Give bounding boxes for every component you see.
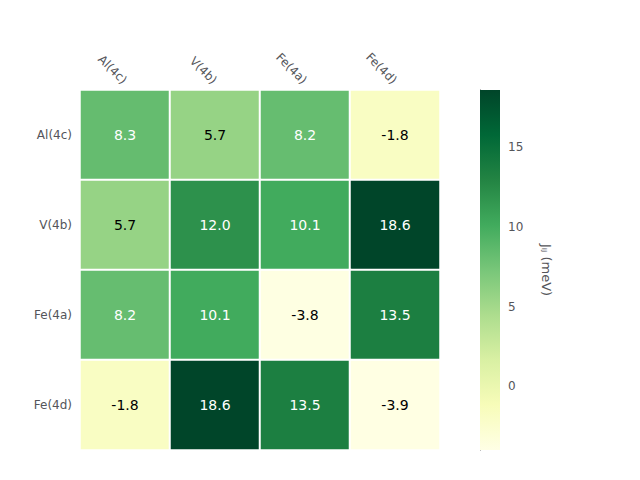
svg-text:-1.8: -1.8 [381,127,408,143]
svg-text:8.3: 8.3 [114,127,136,143]
svg-text:5: 5 [508,300,516,314]
svg-text:5.7: 5.7 [114,217,136,233]
svg-text:18.6: 18.6 [199,397,230,413]
svg-text:10: 10 [508,220,523,234]
svg-text:Al(4c): Al(4c) [37,128,72,142]
svg-text:10.1: 10.1 [289,217,320,233]
svg-text:Fe(4a): Fe(4a) [273,50,310,87]
svg-text:15: 15 [508,140,523,154]
svg-text:-3.9: -3.9 [381,397,408,413]
svg-text:-3.8: -3.8 [291,307,318,323]
svg-text:-1.8: -1.8 [111,397,138,413]
svg-text:18.6: 18.6 [379,217,410,233]
svg-text:8.2: 8.2 [114,307,136,323]
svg-text:V(4b): V(4b) [187,54,220,87]
svg-text:0: 0 [508,379,516,393]
svg-text:Jᵢⱼ (meV): Jᵢⱼ (meV) [539,243,554,296]
svg-text:10.1: 10.1 [199,307,230,323]
svg-text:5.7: 5.7 [204,127,226,143]
svg-text:Fe(4d): Fe(4d) [363,50,400,87]
svg-text:Al(4c): Al(4c) [95,52,130,87]
svg-text:13.5: 13.5 [289,397,320,413]
svg-text:8.2: 8.2 [294,127,316,143]
svg-text:13.5: 13.5 [379,307,410,323]
svg-text:V(4b): V(4b) [39,218,72,232]
svg-text:12.0: 12.0 [199,217,230,233]
svg-text:Fe(4d): Fe(4d) [34,398,72,412]
svg-text:Fe(4a): Fe(4a) [34,308,72,322]
